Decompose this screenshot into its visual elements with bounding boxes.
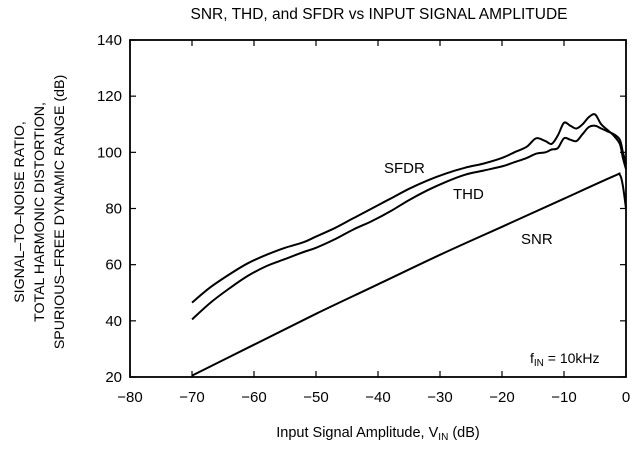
series-group bbox=[191, 113, 627, 377]
y-tick-label: 60 bbox=[105, 257, 122, 274]
y-axis-label-line-1: SIGNAL–TO–NOISE RATIO, bbox=[12, 121, 28, 303]
y-tick-label: 80 bbox=[105, 201, 122, 218]
x-tick-label: −50 bbox=[303, 389, 328, 406]
series-label-snr: SNR bbox=[521, 231, 553, 248]
y-axis-label-line-3: SPURIOUS–FREE DYNAMIC RANGE (dB) bbox=[52, 75, 68, 349]
y-axis-label: SIGNAL–TO–NOISE RATIO, TOTAL HARMONIC DI… bbox=[12, 75, 68, 349]
y-axis-label-line-2: TOTAL HARMONIC DISTORTION, bbox=[32, 102, 48, 322]
x-tick-label: −30 bbox=[427, 389, 452, 406]
series-label-thd: THD bbox=[453, 186, 484, 203]
x-tick-label: −40 bbox=[365, 389, 390, 406]
x-tick-label: 0 bbox=[622, 389, 630, 406]
y-tick-label: 20 bbox=[105, 369, 122, 386]
x-tick-label: −80 bbox=[117, 389, 142, 406]
x-tick-label: −70 bbox=[179, 389, 204, 406]
x-tick-label: −20 bbox=[489, 389, 514, 406]
x-tick-label: −60 bbox=[241, 389, 266, 406]
x-axis-label-unit: (dB) bbox=[448, 425, 479, 441]
x-axis-label-subscript: IN bbox=[438, 432, 448, 443]
series-line-thd bbox=[191, 124, 627, 321]
chart-title: SNR, THD, and SFDR vs INPUT SIGNAL AMPLI… bbox=[191, 6, 568, 23]
x-axis-label: Input Signal Amplitude, VIN (dB) bbox=[276, 425, 479, 443]
y-tick-label: 40 bbox=[105, 313, 122, 330]
y-tick-label: 140 bbox=[97, 32, 122, 49]
y-tick-label: 120 bbox=[97, 88, 122, 105]
annotation-main: f bbox=[530, 350, 534, 366]
frequency-annotation: fIN = 10kHz bbox=[530, 350, 600, 369]
series-line-sfdr bbox=[191, 113, 627, 304]
y-tick-label: 100 bbox=[97, 144, 122, 161]
x-tick-label: −10 bbox=[551, 389, 576, 406]
plot-frame bbox=[129, 39, 627, 378]
y-tick-group: 20 40 60 80 100 120 140 bbox=[97, 32, 626, 386]
annotation-rest: = 10kHz bbox=[544, 350, 600, 366]
annotation-subscript: IN bbox=[534, 358, 544, 369]
x-tick-group: −80 −70 −60 −50 −40 −30 −20 −10 0 bbox=[117, 40, 630, 406]
series-line-snr bbox=[191, 172, 627, 377]
series-label-sfdr: SFDR bbox=[384, 160, 425, 177]
x-axis-label-main: Input Signal Amplitude, V bbox=[276, 425, 438, 441]
